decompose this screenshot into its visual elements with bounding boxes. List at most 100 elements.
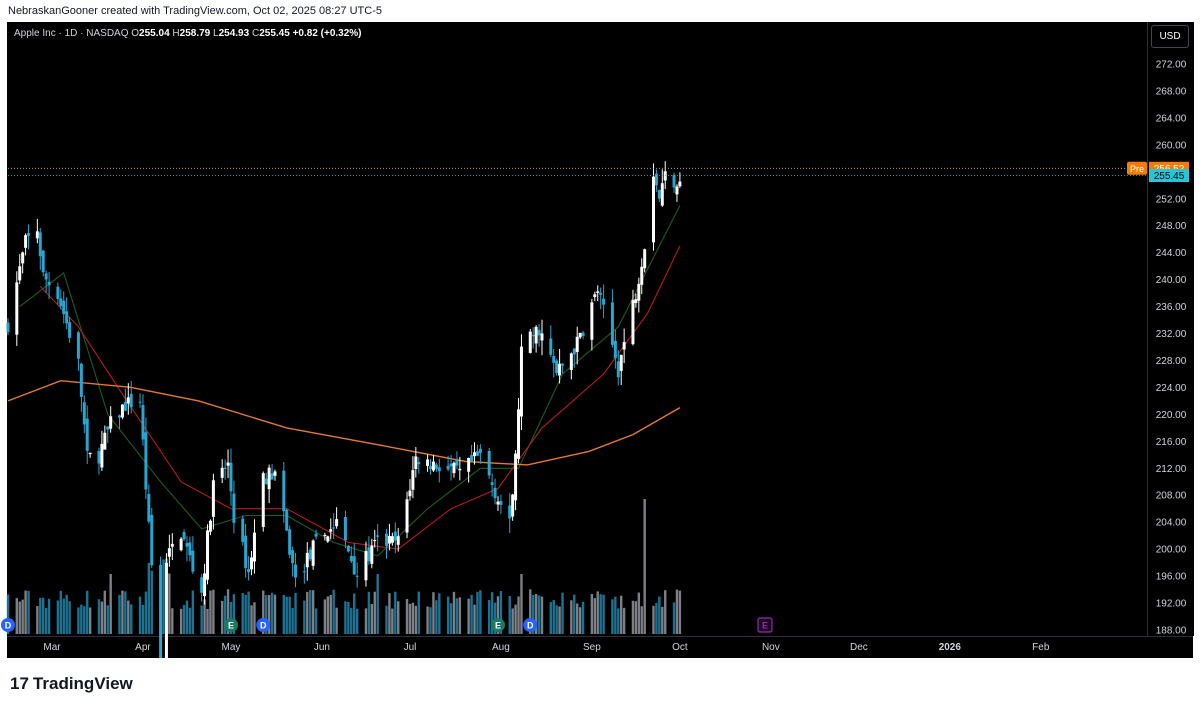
- event-label: E: [228, 621, 234, 631]
- candle-body: [314, 533, 318, 537]
- candle-body: [602, 298, 606, 305]
- volume-bar: [244, 594, 247, 634]
- candle-body: [270, 473, 274, 480]
- y-tick-label: 260.00: [1156, 140, 1187, 151]
- volume-bar: [637, 592, 641, 634]
- volume-bar: [206, 608, 209, 634]
- volume-bar: [581, 601, 585, 634]
- candle-body: [138, 401, 142, 403]
- volume-bar: [171, 608, 174, 634]
- volume-bar: [65, 594, 68, 634]
- candle-body: [346, 545, 350, 552]
- candle-body: [534, 326, 538, 344]
- volume-bar: [634, 601, 638, 634]
- candle-body: [79, 363, 83, 397]
- candle-body: [426, 459, 430, 466]
- y-tick-label: 192.00: [1156, 599, 1187, 610]
- volume-bar: [590, 593, 594, 634]
- candle-body: [349, 555, 353, 562]
- candle-body: [109, 416, 113, 429]
- volume-bar: [147, 562, 151, 634]
- earnings-event-icon: [490, 618, 505, 632]
- volume-bar: [273, 594, 277, 634]
- candle-body: [326, 536, 330, 542]
- candle-body: [120, 404, 124, 418]
- volume-bar: [622, 607, 626, 634]
- candle-body: [660, 183, 664, 206]
- volume-bar: [59, 590, 63, 634]
- volume-bar: [6, 594, 10, 634]
- candle-body: [273, 471, 277, 476]
- volume-bar: [141, 605, 145, 634]
- candle-body: [141, 405, 145, 440]
- candle-body: [654, 173, 658, 186]
- volume-bar: [80, 604, 83, 634]
- volume-bar: [652, 605, 655, 634]
- volume-bar: [44, 607, 48, 634]
- y-tick-label: 220.00: [1156, 410, 1187, 421]
- y-tick-label: 272.00: [1156, 60, 1187, 71]
- y-tick-label: 244.00: [1156, 248, 1187, 259]
- price-axis[interactable]: [1147, 22, 1194, 636]
- candle-body: [106, 426, 110, 430]
- candle-body: [291, 550, 295, 564]
- volume-bar: [631, 600, 635, 634]
- candle-body: [164, 562, 168, 706]
- candle-body: [170, 543, 174, 547]
- candle-body: [581, 332, 585, 336]
- candle-body: [678, 181, 682, 187]
- candle-body: [384, 533, 388, 546]
- volume-bar: [643, 499, 646, 634]
- volume-bar: [614, 596, 617, 634]
- premarket-tag-label-box: [1127, 161, 1147, 175]
- currency-button[interactable]: USD: [1151, 25, 1189, 48]
- volume-bar: [576, 603, 579, 634]
- candle-body: [558, 363, 562, 376]
- candle-body: [561, 363, 565, 366]
- volume-bar: [109, 574, 112, 634]
- volume-bar: [100, 601, 104, 634]
- candle-body: [376, 535, 380, 537]
- volume-bar: [573, 594, 576, 634]
- candle-body: [613, 340, 617, 359]
- volume-bar: [476, 591, 479, 634]
- candle-body: [552, 355, 556, 363]
- y-tick-label: 188.00: [1156, 626, 1187, 637]
- volume-bar: [435, 600, 438, 634]
- x-tick-label: Jun: [314, 642, 330, 653]
- candle-body: [200, 577, 204, 593]
- candle-body: [355, 575, 359, 577]
- open-value: 255.04: [139, 28, 170, 39]
- candle-body: [179, 538, 183, 551]
- candle-body: [572, 348, 576, 355]
- x-tick-label: 2026: [939, 642, 962, 653]
- volume-bar: [370, 603, 374, 634]
- volume-bar: [446, 596, 450, 634]
- candle-body: [475, 451, 479, 456]
- volume-bar: [529, 589, 532, 634]
- candle-body: [531, 334, 535, 337]
- volume-bar: [247, 591, 250, 634]
- volume-bar: [558, 606, 561, 634]
- candle-body: [288, 529, 292, 555]
- volume-bar: [36, 605, 39, 634]
- volume-bar: [470, 594, 473, 634]
- volume-bar: [611, 599, 614, 634]
- candle-body: [27, 233, 31, 236]
- time-axis[interactable]: [7, 636, 1193, 659]
- candle-body: [123, 401, 127, 411]
- candle-body: [455, 459, 459, 466]
- volume-bar: [24, 590, 27, 634]
- candle-body: [150, 514, 154, 566]
- candle-body: [117, 415, 121, 418]
- volume-bar: [47, 598, 51, 634]
- x-tick-label: Feb: [1032, 642, 1050, 653]
- volume-bar: [212, 589, 215, 634]
- symbol-legend[interactable]: Apple Inc · 1D · NASDAQ O255.04 H258.79 …: [14, 28, 362, 39]
- candle-body: [590, 302, 594, 340]
- volume-bar: [496, 596, 500, 634]
- tradingview-brand[interactable]: 17 TradingView: [10, 674, 133, 694]
- candle-body: [610, 302, 614, 345]
